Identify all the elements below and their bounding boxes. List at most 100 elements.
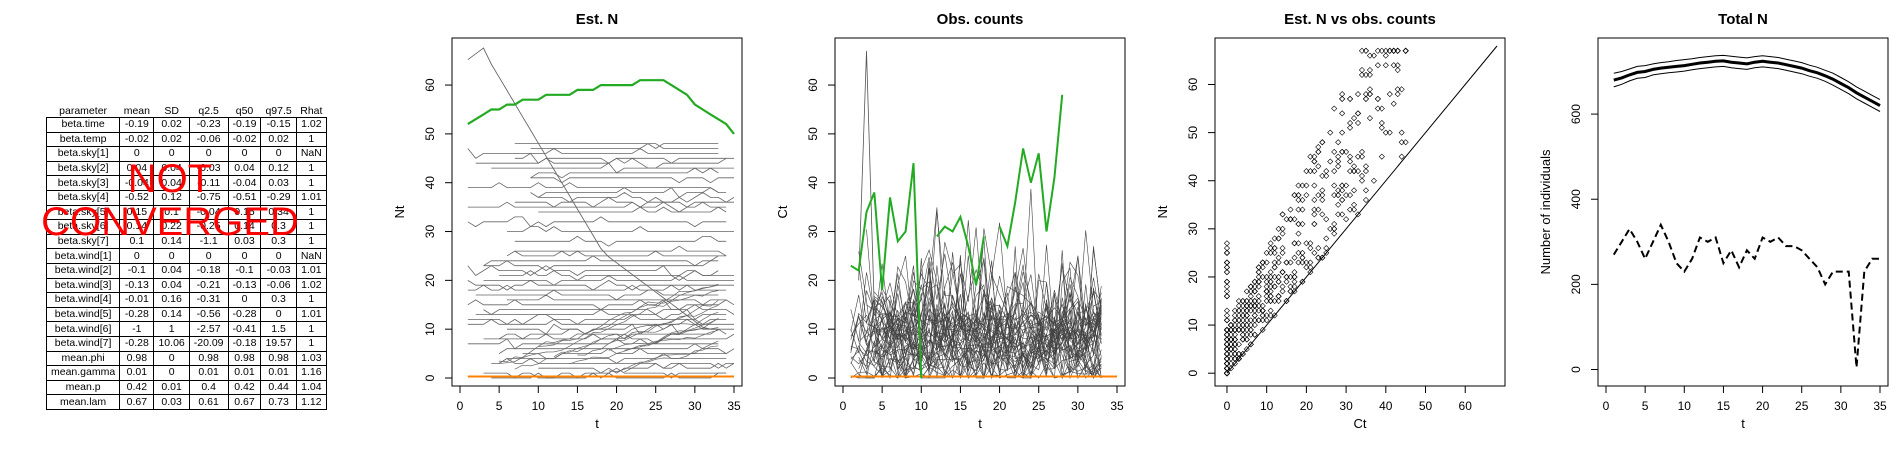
scatter-point — [1231, 331, 1238, 338]
scatter-point — [1347, 192, 1354, 199]
value-cell: 0.34 — [260, 204, 297, 221]
value-cell: 0.3 — [260, 219, 297, 235]
scatter-point — [1394, 67, 1401, 74]
value-cell: -0.21 — [188, 277, 229, 294]
scatter-point — [1223, 269, 1230, 276]
scatter-point — [1295, 221, 1302, 228]
scatter-point — [1231, 307, 1238, 314]
scatter-point — [1339, 196, 1346, 203]
scatter-point — [1295, 182, 1302, 189]
scatter-point — [1303, 259, 1310, 266]
x-tick-label: 40 — [1379, 399, 1393, 413]
series-line — [514, 300, 719, 370]
series-line — [569, 327, 719, 365]
y-tick-label: 0 — [1569, 366, 1583, 373]
scatter-point — [1263, 297, 1270, 305]
scatter-point — [1331, 148, 1338, 155]
total-n-ci-line — [1613, 54, 1881, 101]
scatter-point — [1374, 62, 1381, 69]
scatter-point — [1243, 297, 1250, 305]
value-cell: -0.03 — [260, 262, 297, 279]
scatter-point — [1243, 312, 1250, 319]
scatter-point — [1255, 269, 1262, 276]
scatter-point — [1303, 192, 1310, 199]
scatter-point — [1279, 211, 1286, 218]
chart-title: Est. N — [576, 11, 619, 28]
chart-panel-1: Obs. counts t Ct 0 5 10 15 20 25 30 35 0 10 20 30 40 50 6… — [775, 11, 1126, 431]
scatter-point — [1267, 273, 1274, 280]
series-line — [874, 292, 1102, 379]
value-cell: 0.67 — [119, 394, 155, 410]
series-line — [514, 143, 719, 149]
scatter-point — [1323, 172, 1330, 179]
scatter-point — [1390, 62, 1397, 69]
x-tick-label: 20 — [1756, 399, 1770, 413]
scatter-point — [1251, 302, 1258, 309]
x-tick-label: 15 — [571, 399, 585, 413]
x-axis-label: t — [595, 416, 599, 431]
scatter-point — [1291, 283, 1298, 290]
scatter-point — [1291, 192, 1298, 199]
total-counts-dashed-line — [1612, 222, 1880, 368]
scatter-point — [1339, 187, 1346, 194]
scatter-point — [1303, 168, 1310, 175]
series-line — [491, 162, 734, 174]
scatter-point — [1299, 259, 1306, 266]
scatter-point — [1347, 158, 1354, 165]
x-tick-label: 5 — [496, 399, 503, 413]
scatter-point — [1243, 288, 1250, 295]
total-n-mean-line — [1613, 59, 1881, 107]
scatter-point — [1267, 312, 1274, 319]
series-line — [608, 345, 719, 372]
scatter-point — [1283, 216, 1290, 223]
scatter-point — [1358, 47, 1366, 54]
x-tick-label: 0 — [1224, 399, 1231, 413]
value-cell: 0.3 — [260, 233, 297, 250]
value-cell: 0.61 — [188, 394, 229, 410]
scatter-point — [1263, 273, 1270, 280]
scatter-point — [1358, 71, 1366, 78]
x-tick-label: 30 — [688, 399, 702, 413]
scatter-point — [1354, 153, 1362, 160]
scatter-point — [1247, 297, 1254, 305]
scatter-point — [1239, 307, 1246, 314]
y-tick-label: 10 — [806, 322, 820, 336]
y-tick-label: 400 — [1569, 189, 1583, 209]
scatter-point — [1315, 245, 1322, 252]
scatter-point — [1295, 206, 1302, 213]
highlight-series-line — [912, 163, 923, 379]
y-tick-label: 600 — [1569, 104, 1583, 124]
scatter-point — [1323, 245, 1330, 252]
table-row: beta.sky[5] 0.15 0.1 -0.04 0.15 0.34 1 — [45, 204, 327, 221]
scatter-point — [1323, 235, 1330, 242]
value-cell: -0.19 — [119, 117, 155, 133]
series-line — [467, 182, 719, 193]
scatter-point — [1339, 148, 1346, 155]
scatter-point — [1339, 211, 1346, 218]
scatter-point — [1271, 273, 1278, 280]
scatter-point — [1311, 249, 1318, 256]
scatter-point — [1327, 225, 1334, 232]
series-line — [467, 318, 734, 325]
series-line — [467, 201, 727, 213]
scatter-point — [1267, 249, 1274, 256]
value-cell: 0.03 — [260, 175, 297, 191]
scatter-point — [1279, 269, 1286, 276]
scatter-point — [1343, 182, 1350, 189]
series-line — [866, 229, 1102, 353]
scatter-point — [1271, 235, 1278, 242]
series-line — [538, 192, 735, 203]
series-line — [858, 265, 1102, 369]
series-line — [467, 279, 734, 291]
table-body: beta.time -0.19 0.02 -0.23 -0.19 -0.15 1.02 bet… — [45, 116, 328, 411]
scatter-point — [1366, 71, 1373, 78]
x-tick-label: 30 — [1339, 399, 1353, 413]
table-row: mean.lam 0.67 0.03 0.61 0.67 0.73 1.12 — [45, 394, 327, 410]
scatter-point — [1319, 139, 1326, 146]
x-tick-label: 10 — [1260, 399, 1274, 413]
scatter-point — [1374, 105, 1381, 112]
series-line — [475, 309, 727, 320]
scatter-point — [1275, 225, 1282, 232]
plot-frame — [834, 37, 1126, 387]
scatter-point — [1311, 221, 1318, 228]
